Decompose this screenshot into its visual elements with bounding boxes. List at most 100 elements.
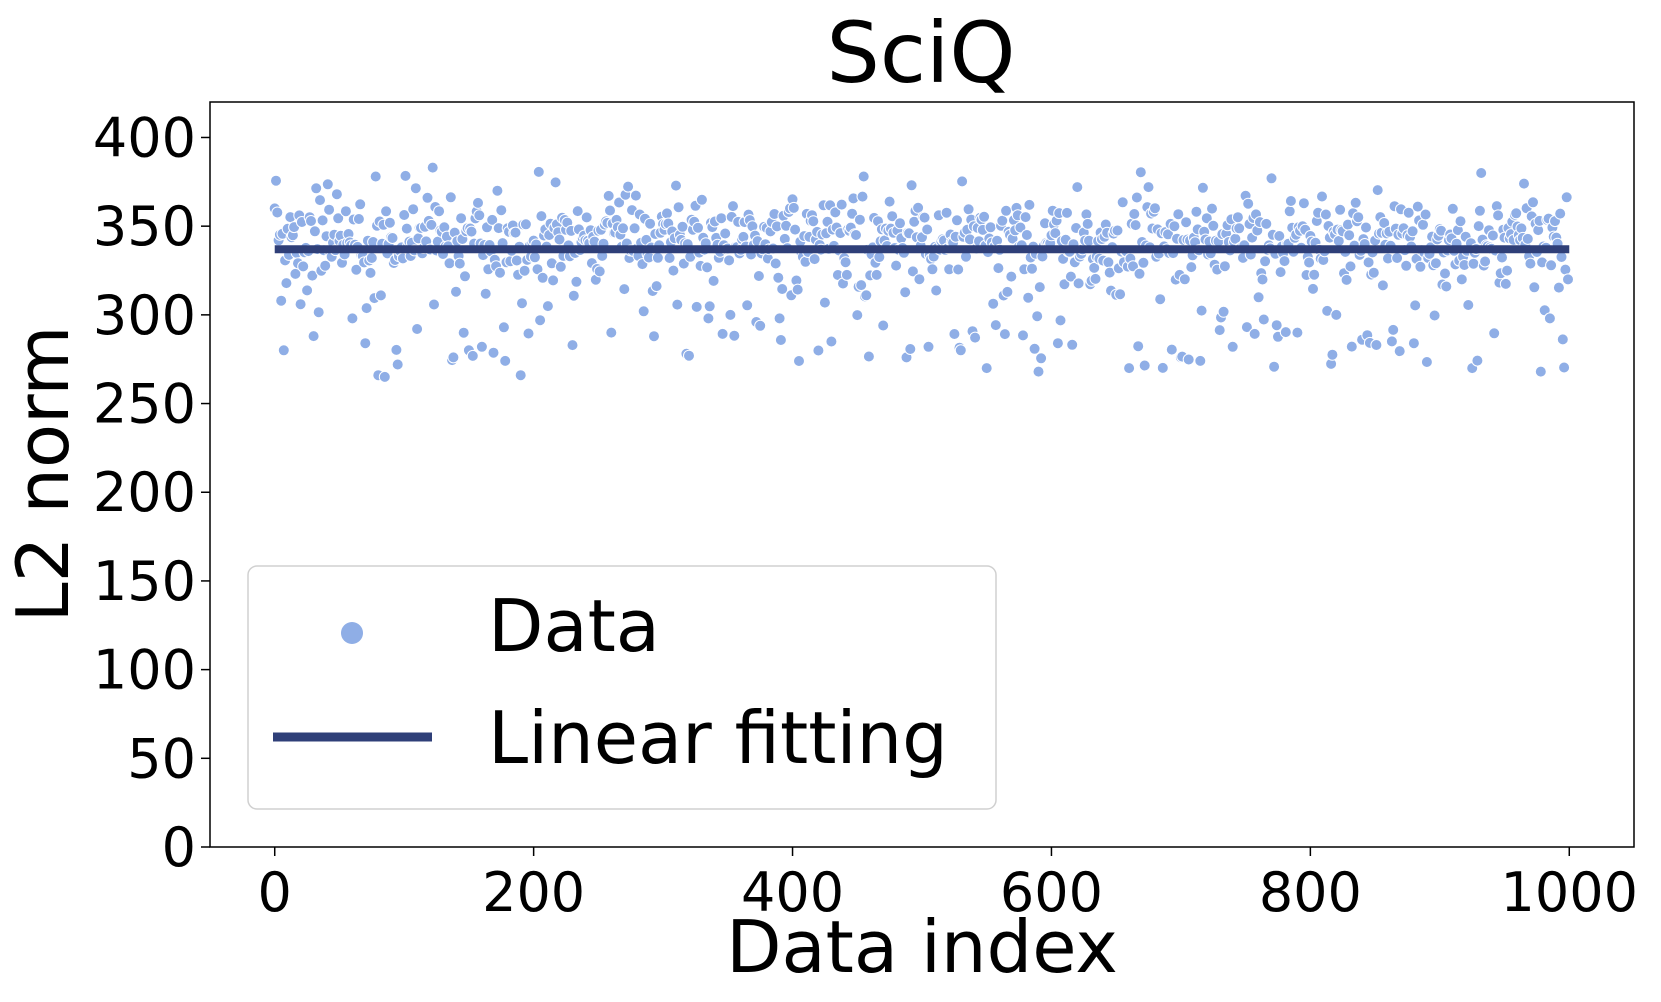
y-tick-label: 300 — [93, 284, 196, 347]
data-point — [1428, 309, 1441, 322]
data-point — [1446, 202, 1459, 215]
data-point — [1129, 219, 1142, 232]
data-point — [450, 285, 462, 298]
data-point — [1256, 273, 1269, 286]
data-point — [617, 222, 629, 235]
x-tick-label: 0 — [258, 861, 292, 924]
data-point — [409, 182, 422, 195]
data-point — [1020, 229, 1033, 241]
data-point — [275, 294, 288, 307]
data-point — [1061, 206, 1073, 219]
data-point — [998, 328, 1011, 341]
data-point — [776, 283, 789, 295]
data-point — [571, 205, 584, 218]
data-point — [922, 340, 935, 353]
data-point — [812, 344, 825, 357]
data-point — [1019, 211, 1032, 224]
data-point — [400, 222, 413, 235]
data-point — [1559, 263, 1572, 276]
data-point — [1127, 260, 1139, 273]
data-point — [443, 257, 456, 270]
data-point — [1185, 261, 1198, 274]
data-point — [952, 263, 965, 276]
data-point — [1297, 197, 1310, 210]
data-point — [1142, 181, 1155, 194]
data-point — [459, 270, 471, 283]
data-point — [1402, 206, 1415, 219]
data-point — [1054, 314, 1067, 327]
data-point — [912, 201, 925, 214]
data-point — [1496, 251, 1508, 264]
legend-box — [247, 565, 997, 810]
data-point — [1473, 204, 1486, 217]
data-point — [1240, 321, 1253, 334]
data-point — [497, 321, 510, 334]
data-point — [707, 274, 720, 287]
data-point — [1360, 221, 1372, 234]
data-point — [1376, 279, 1389, 292]
data-point — [487, 346, 500, 359]
data-point — [1370, 339, 1383, 351]
data-point — [1349, 196, 1362, 209]
data-point — [629, 189, 642, 202]
data-point — [541, 300, 554, 313]
data-point — [365, 252, 378, 264]
data-point — [1132, 340, 1145, 353]
data-point — [1032, 365, 1045, 378]
data-point — [346, 312, 359, 325]
legend-label-data: Data — [488, 584, 660, 668]
y-tick-label: 50 — [127, 727, 196, 790]
data-point — [1429, 257, 1442, 270]
data-point — [294, 298, 307, 311]
y-tick-label: 100 — [93, 639, 196, 702]
data-point — [1149, 202, 1161, 215]
data-point — [987, 297, 1000, 310]
data-point — [1510, 207, 1523, 220]
data-point — [1414, 260, 1427, 273]
data-point — [1195, 304, 1208, 317]
data-point — [951, 214, 963, 227]
data-point — [1116, 196, 1129, 209]
data-point — [1475, 167, 1488, 179]
data-point — [386, 232, 399, 244]
data-point — [321, 178, 334, 191]
x-tick-label: 200 — [482, 861, 585, 924]
data-point — [692, 221, 704, 234]
data-point — [494, 266, 506, 279]
data-point — [352, 213, 365, 225]
data-point — [1352, 211, 1365, 224]
data-point — [886, 210, 899, 223]
data-point — [1180, 216, 1193, 229]
data-point — [473, 209, 486, 222]
data-point — [906, 265, 919, 278]
data-point — [1274, 266, 1287, 279]
data-point — [918, 211, 931, 224]
data-point — [1111, 224, 1124, 237]
data-point — [447, 351, 460, 364]
data-point — [514, 369, 527, 382]
data-point — [741, 299, 754, 312]
data-point — [1545, 259, 1558, 272]
data-point — [840, 268, 853, 281]
data-point — [1344, 260, 1357, 273]
data-point — [825, 335, 838, 348]
data-point — [1419, 208, 1432, 221]
data-point — [1518, 177, 1530, 190]
data-point — [567, 289, 580, 302]
data-point — [789, 223, 802, 236]
data-point — [271, 206, 284, 219]
data-point — [391, 358, 404, 371]
data-point — [1467, 257, 1480, 270]
data-point — [1411, 200, 1424, 213]
data-point — [280, 277, 293, 290]
data-point — [1528, 281, 1541, 294]
data-point — [1454, 215, 1467, 228]
data-point — [516, 297, 528, 310]
data-point — [683, 349, 695, 362]
y-tick-label: 0 — [162, 816, 196, 879]
data-point — [701, 261, 714, 274]
data-point — [724, 308, 737, 321]
data-point — [1138, 359, 1151, 372]
data-point — [1137, 256, 1150, 269]
